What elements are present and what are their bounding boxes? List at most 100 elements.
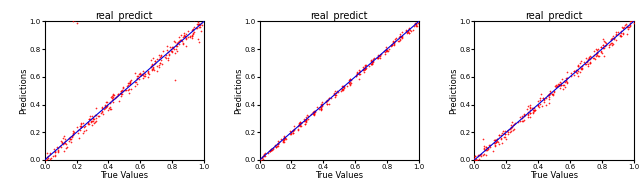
Point: [180, 36, 191, 39]
Point: [534, 102, 545, 105]
Point: [360, 65, 370, 68]
Point: [143, 69, 154, 73]
Point: [172, 41, 182, 44]
Point: [557, 83, 568, 87]
Point: [581, 56, 591, 59]
Point: [88, 116, 99, 120]
Point: [50, 150, 60, 153]
Point: [352, 72, 362, 75]
Point: [191, 22, 202, 26]
Point: [133, 74, 143, 77]
Point: [513, 121, 523, 124]
Point: [271, 146, 281, 149]
Point: [593, 54, 603, 58]
Point: [401, 29, 411, 32]
Point: [91, 119, 101, 122]
Point: [116, 89, 126, 92]
Point: [131, 80, 141, 83]
Point: [44, 161, 54, 164]
Point: [582, 58, 593, 61]
Point: [472, 158, 483, 161]
Point: [503, 133, 513, 136]
Point: [120, 89, 131, 92]
Point: [55, 145, 65, 148]
Point: [616, 34, 627, 37]
Point: [257, 156, 268, 159]
Point: [622, 32, 632, 35]
Point: [538, 97, 548, 100]
Point: [592, 51, 602, 55]
Point: [591, 54, 602, 57]
Point: [292, 129, 303, 132]
Point: [609, 37, 619, 41]
Point: [367, 60, 378, 63]
Point: [584, 56, 594, 59]
Point: [545, 91, 556, 95]
Point: [584, 57, 594, 60]
Point: [499, 135, 509, 138]
Point: [289, 127, 299, 130]
Point: [294, 122, 304, 125]
Point: [53, 151, 63, 154]
Point: [483, 146, 493, 149]
Point: [276, 138, 286, 141]
Point: [596, 50, 606, 53]
Point: [577, 67, 588, 70]
Point: [616, 29, 626, 32]
Point: [116, 94, 126, 98]
Point: [143, 75, 153, 78]
Point: [260, 154, 270, 158]
Point: [273, 139, 284, 143]
Point: [582, 59, 593, 62]
Point: [306, 113, 316, 116]
Point: [197, 17, 207, 20]
Point: [530, 108, 540, 112]
Point: [492, 138, 502, 141]
Point: [293, 127, 303, 130]
Point: [188, 27, 198, 31]
Point: [580, 63, 591, 66]
Point: [629, 22, 639, 25]
Point: [337, 84, 348, 88]
Point: [167, 50, 177, 53]
Point: [528, 111, 538, 114]
Point: [183, 35, 193, 38]
Point: [76, 125, 86, 128]
Point: [484, 143, 494, 146]
Point: [193, 23, 203, 26]
Point: [338, 89, 348, 92]
Point: [267, 149, 277, 152]
Point: [175, 39, 186, 42]
Point: [354, 73, 364, 76]
Point: [104, 101, 115, 104]
Point: [592, 51, 602, 54]
Point: [139, 74, 149, 77]
Point: [189, 25, 200, 28]
Point: [519, 112, 529, 115]
Point: [77, 132, 88, 135]
Point: [551, 86, 561, 89]
Point: [337, 87, 347, 90]
Point: [108, 94, 118, 97]
Point: [266, 149, 276, 152]
Point: [354, 69, 364, 72]
Point: [360, 67, 371, 70]
Point: [488, 141, 499, 144]
Point: [278, 140, 288, 144]
Point: [271, 145, 281, 148]
Point: [543, 94, 554, 97]
Point: [332, 90, 342, 93]
Point: [68, 133, 78, 136]
Point: [381, 49, 392, 52]
Point: [102, 104, 112, 107]
Point: [560, 81, 570, 84]
Point: [580, 62, 590, 65]
Point: [605, 42, 616, 45]
Point: [87, 114, 97, 117]
Point: [469, 156, 479, 159]
Point: [75, 129, 85, 132]
Point: [607, 43, 618, 47]
Point: [404, 27, 414, 30]
Point: [339, 86, 349, 89]
Point: [344, 77, 355, 80]
